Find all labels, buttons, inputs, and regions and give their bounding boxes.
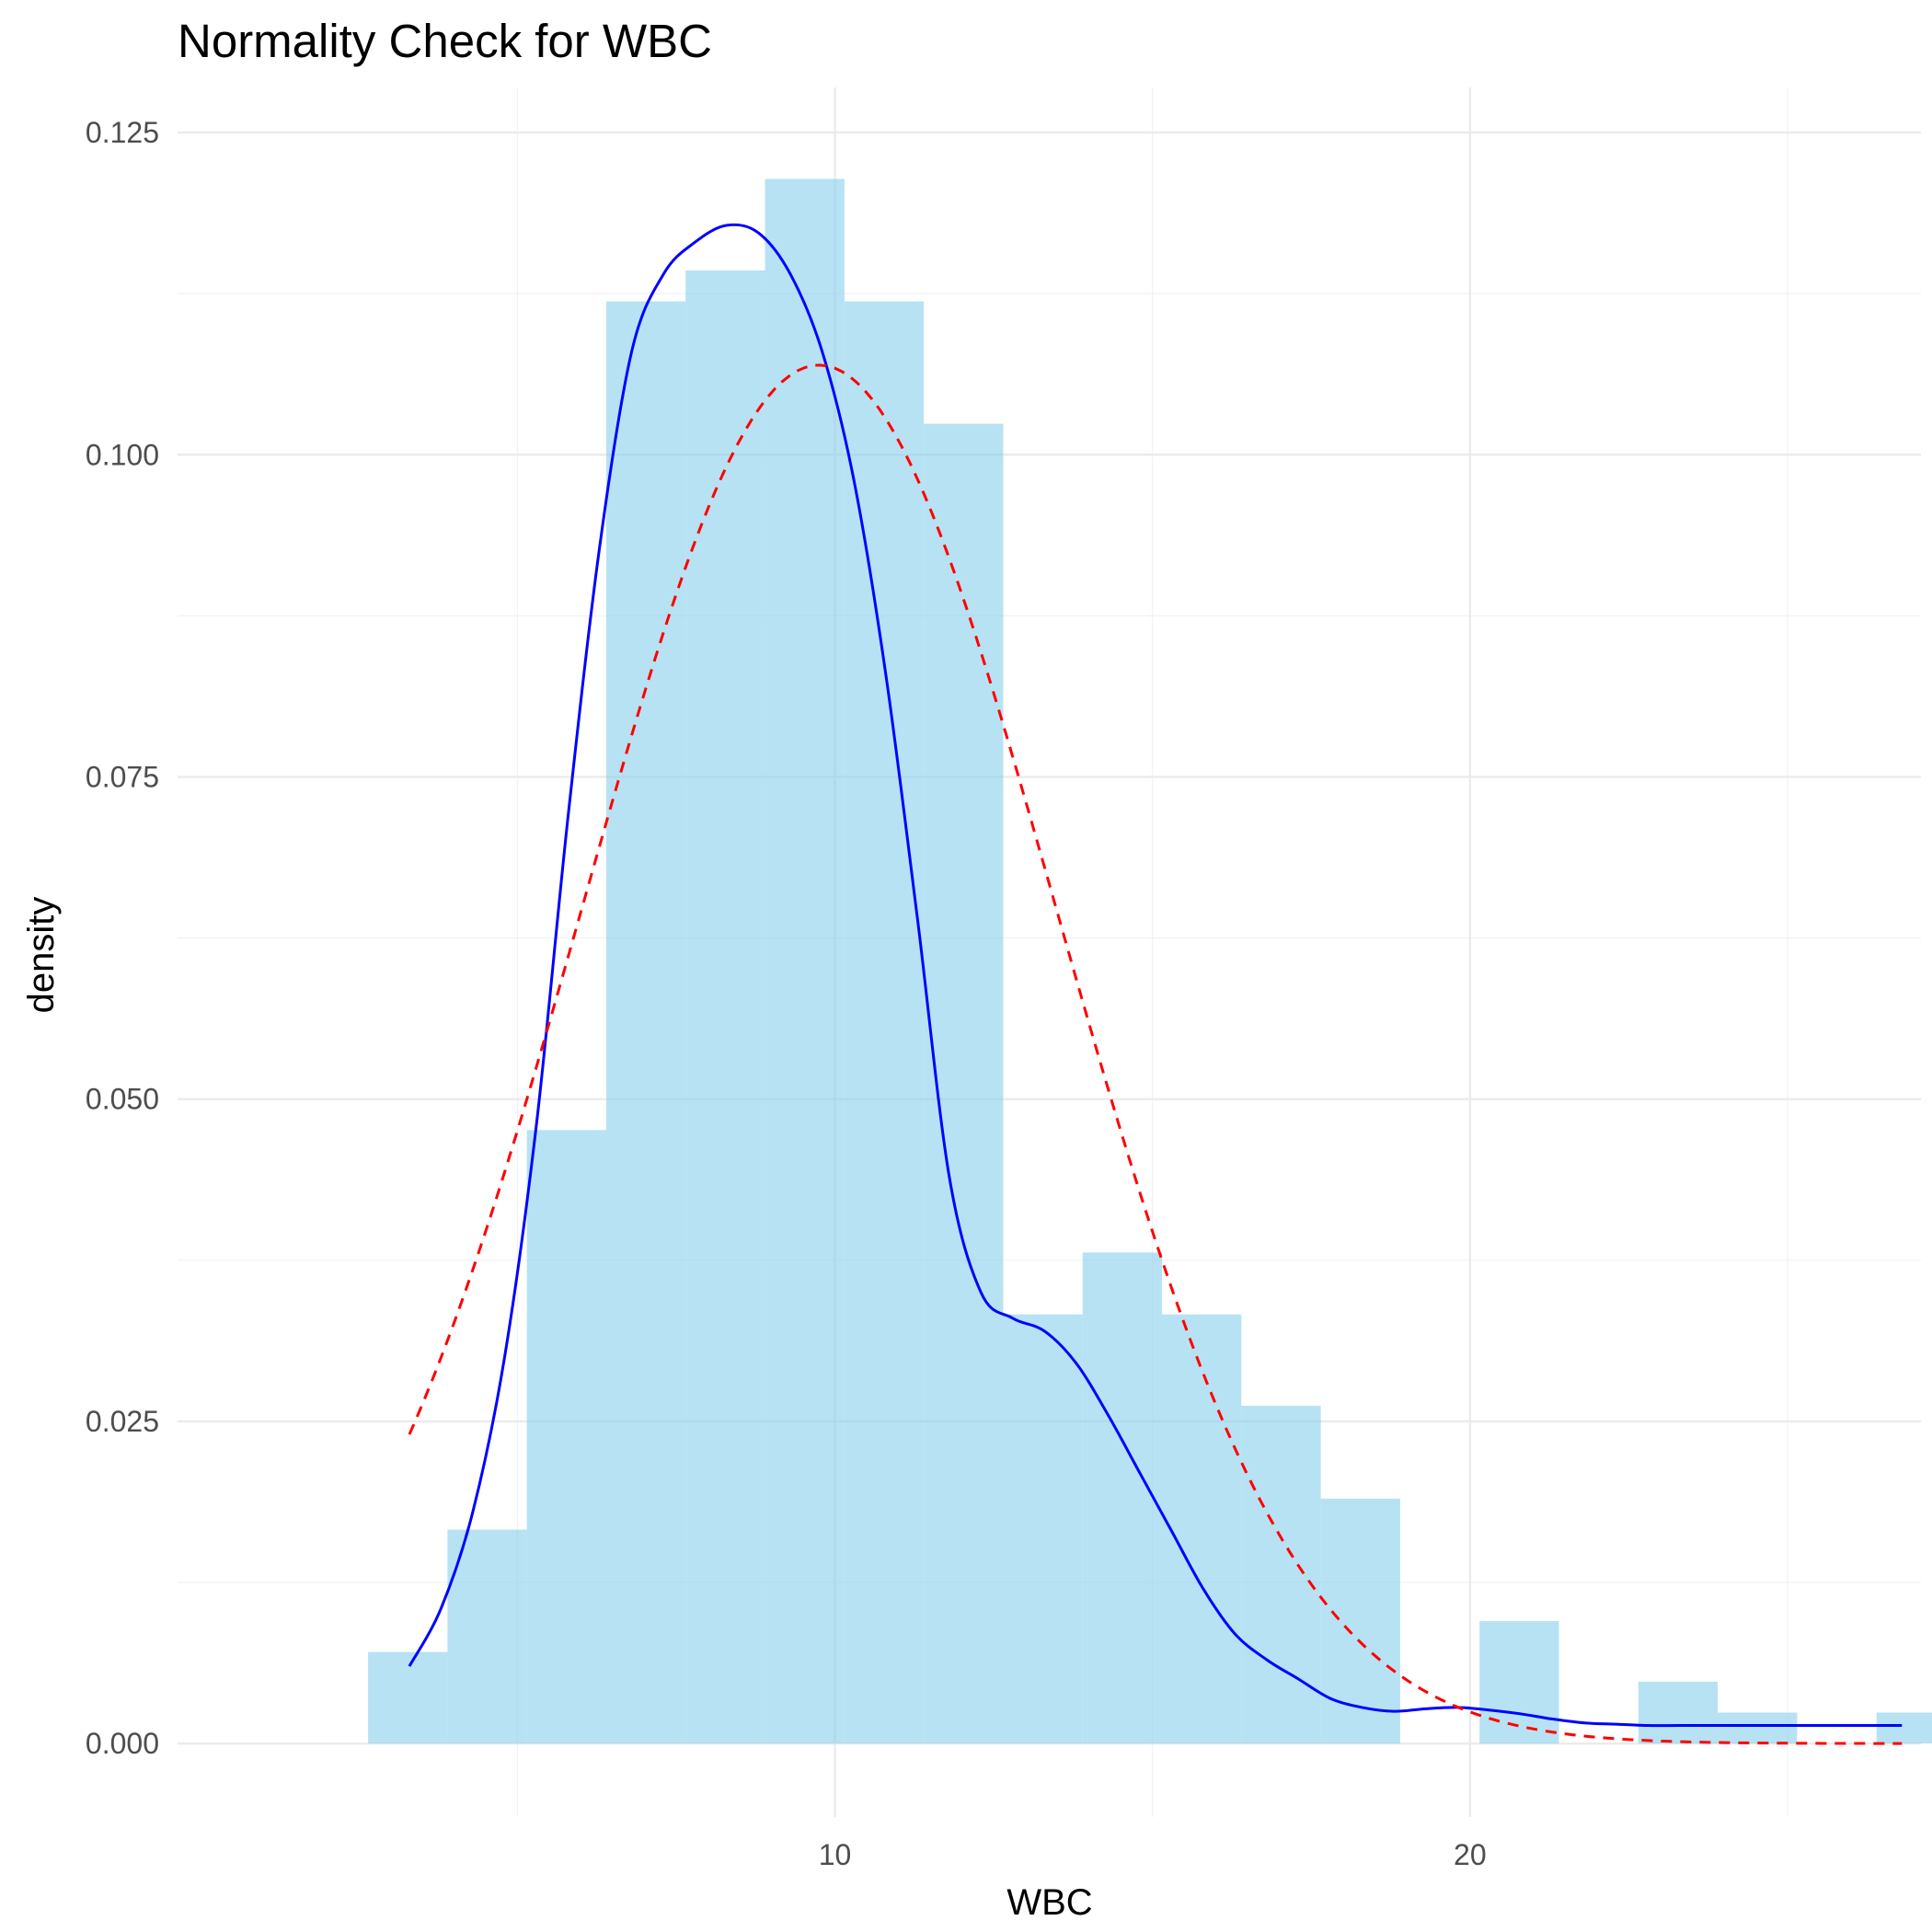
y-tick-label: 0.125 (86, 116, 159, 149)
kernel-density-line (408, 223, 1903, 1728)
histogram-bar (1479, 1621, 1559, 1744)
histogram-bar (605, 301, 686, 1744)
histogram-bar (1320, 1498, 1400, 1744)
y-tick-label: 0.075 (86, 760, 159, 793)
y-tick-label: 0.000 (86, 1727, 159, 1760)
density-curves (408, 223, 1903, 1745)
histogram-bar (765, 178, 845, 1744)
y-axis-tick-labels: 0.000 0.025 0.050 0.075 0.100 0.125 (86, 116, 159, 1760)
histogram-bars (368, 178, 1932, 1744)
chart-title: Normality Check for WBC (178, 15, 712, 67)
x-axis-tick-labels: 10 20 (819, 1838, 1487, 1871)
histogram-bar (1082, 1252, 1163, 1744)
x-tick-label: 10 (819, 1838, 852, 1871)
histogram-bar (1876, 1712, 1932, 1744)
x-axis-title: WBC (1006, 1882, 1092, 1923)
histogram-bar (1638, 1681, 1719, 1744)
y-tick-label: 0.100 (86, 438, 159, 471)
histogram-bar (447, 1529, 527, 1744)
histogram-bar (1003, 1314, 1083, 1744)
y-tick-label: 0.050 (86, 1083, 159, 1116)
histogram-bar (844, 301, 925, 1744)
x-tick-label: 20 (1454, 1838, 1487, 1871)
histogram-bar (368, 1651, 448, 1744)
y-axis-title: density (21, 897, 62, 1014)
histogram-bar (685, 270, 765, 1744)
histogram-bar (1162, 1314, 1242, 1744)
histogram-bar (1241, 1406, 1321, 1744)
histogram-bar (526, 1130, 606, 1744)
y-tick-label: 0.025 (86, 1405, 159, 1438)
histogram-bar (1718, 1712, 1798, 1744)
